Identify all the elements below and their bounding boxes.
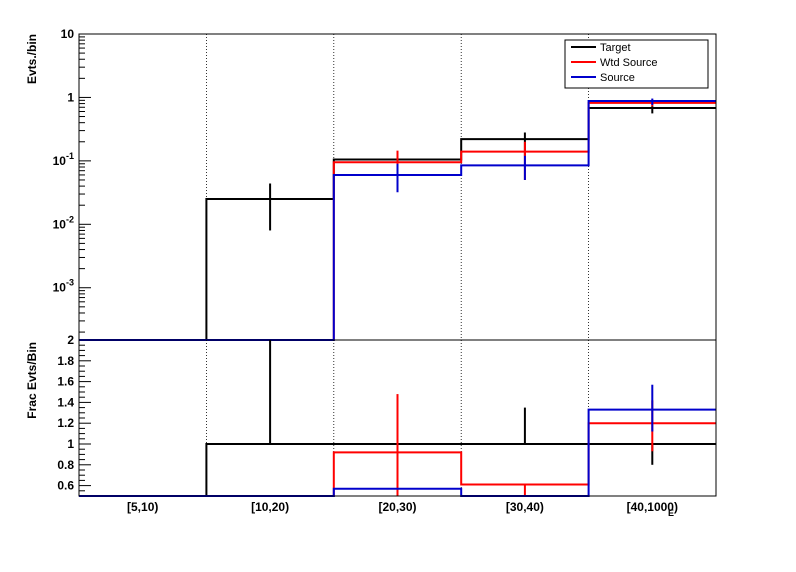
legend-label-wtd_source: Wtd Source <box>600 57 657 69</box>
x-category-label: [40,1000) <box>627 500 678 514</box>
upper-y-tick-label: 10-1 <box>53 151 74 168</box>
upper-y-axis: 10-3 10-2 10-1 1 10 <box>53 27 91 333</box>
x-category-label: [5,10) <box>127 500 158 514</box>
lower-y-tick-label: 2 <box>67 333 74 347</box>
x-axis-title: E <box>668 508 674 518</box>
lower-y-axis-title: Frac Evts/Bin <box>25 342 39 419</box>
lower-y-tick-label: 1.6 <box>57 375 74 389</box>
x-category-label: [10,20) <box>251 500 289 514</box>
lower-y-tick-label: 1.8 <box>57 354 74 368</box>
upper-y-tick-label: 10 <box>61 27 75 41</box>
lower-y-tick-label: 0.8 <box>57 458 74 472</box>
lower-y-tick-label: 1.4 <box>57 395 74 409</box>
x-axis-category-labels: [5,10) [10,20) [20,30) [30,40) [40,1000) <box>127 500 678 514</box>
legend-label-source: Source <box>600 72 635 84</box>
upper-y-tick-label: 10-2 <box>53 214 74 231</box>
legend: Target Wtd Source Source <box>564 39 709 89</box>
lower-y-tick-label: 1.2 <box>57 416 74 430</box>
lower-y-tick-label: 1 <box>67 437 74 451</box>
lower-y-tick-label: 0.6 <box>57 479 74 493</box>
lower-y-axis: 0.6 0.8 1 1.2 1.4 1.6 1.8 2 <box>57 333 91 497</box>
x-category-label: [20,30) <box>378 500 416 514</box>
legend-label-target: Target <box>600 42 631 54</box>
upper-y-tick-label: 1 <box>67 90 74 104</box>
lower-plot-frame <box>78 339 717 497</box>
x-category-label: [30,40) <box>506 500 544 514</box>
lower-panel: 0.6 0.8 1 1.2 1.4 1.6 1.8 2 [5,10) [10,20) [20,30… <box>25 333 717 518</box>
upper-y-tick-label: 10-3 <box>53 278 74 295</box>
upper-y-axis-title: Evts./bin <box>25 34 39 84</box>
